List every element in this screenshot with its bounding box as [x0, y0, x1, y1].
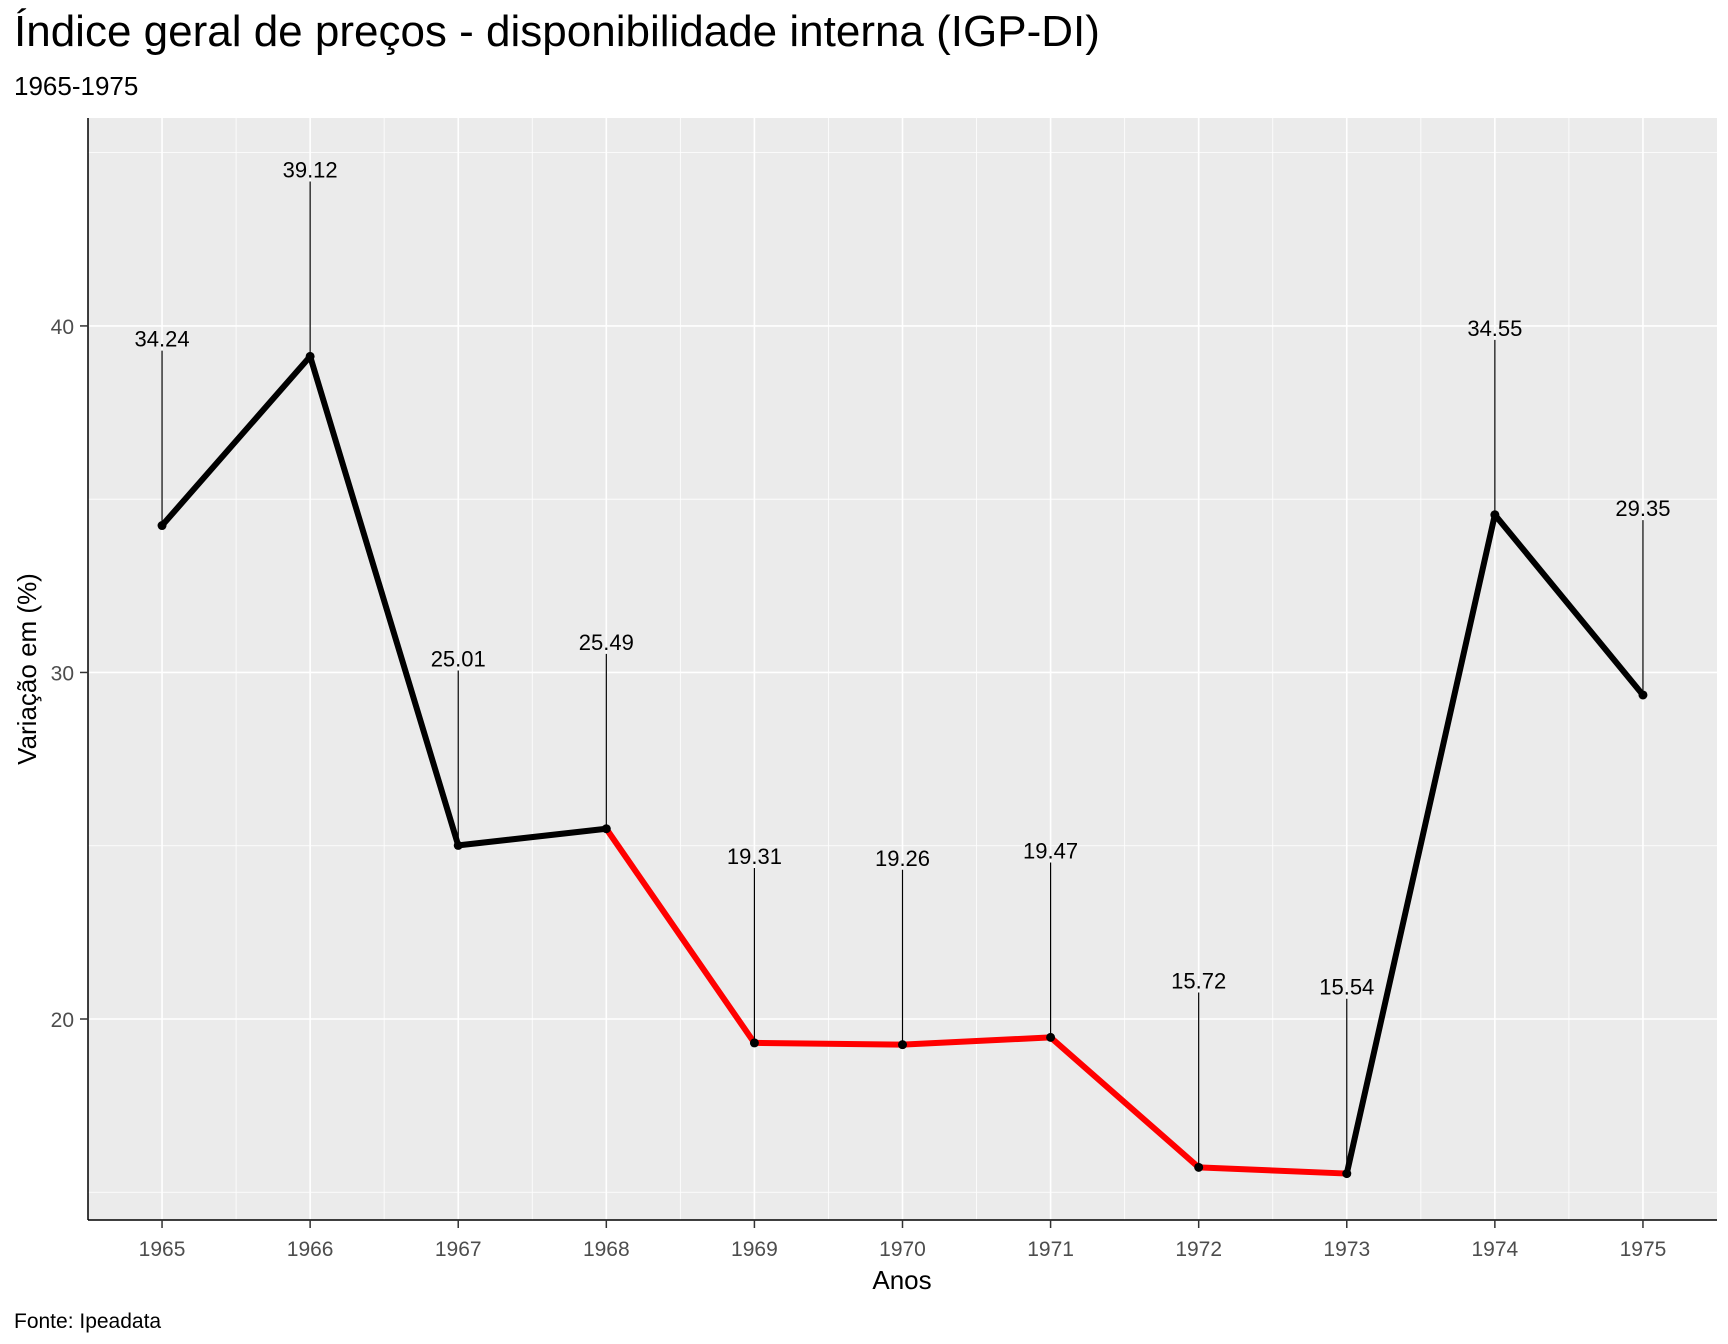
y-tick-label: 20	[51, 1009, 74, 1032]
y-tick-label: 30	[51, 662, 74, 685]
data-label: 39.12	[283, 158, 338, 183]
line-segment	[1343, 511, 1498, 1177]
data-label: 25.01	[431, 647, 486, 672]
data-label: 34.55	[1467, 316, 1522, 341]
x-axis-ticks: 1965 1966 1967 1968 1969 1970 1971 1972 1973 1974…	[139, 1220, 1667, 1261]
data-point	[601, 824, 611, 834]
y-tick-label: 40	[51, 316, 74, 339]
series-line	[159, 353, 1646, 1177]
line-segment	[455, 825, 610, 849]
data-label: 19.47	[1023, 838, 1078, 863]
x-tick-label: 1965	[139, 1238, 186, 1261]
line-segment	[307, 353, 462, 849]
x-tick-label: 1971	[1027, 1238, 1074, 1261]
chart-subtitle: 1965-1975	[14, 71, 139, 101]
x-tick-label: 1973	[1323, 1238, 1370, 1261]
line-segment	[603, 825, 758, 1046]
x-tick-label: 1975	[1620, 1238, 1667, 1261]
line-segment	[899, 1034, 1054, 1048]
x-axis-label: Anos	[872, 1265, 931, 1295]
data-point	[1194, 1162, 1204, 1172]
data-label: 15.72	[1171, 968, 1226, 993]
data-points	[157, 351, 1648, 1179]
x-tick-label: 1974	[1472, 1238, 1519, 1261]
data-label: 34.24	[135, 327, 190, 352]
chart-title: Índice geral de preços - disponibilidade…	[14, 7, 1100, 56]
x-tick-label: 1970	[879, 1238, 926, 1261]
data-label: 29.35	[1615, 496, 1670, 521]
data-label: 15.54	[1319, 975, 1374, 1000]
line-segment	[1047, 1034, 1202, 1171]
line-segment	[159, 353, 314, 529]
x-tick-label: 1967	[435, 1238, 482, 1261]
data-label: 19.31	[727, 844, 782, 869]
data-point	[305, 351, 315, 361]
data-point	[157, 521, 167, 531]
line-segment	[1195, 1164, 1350, 1177]
data-point	[1342, 1169, 1352, 1179]
x-tick-label: 1968	[583, 1238, 630, 1261]
y-axis-ticks: 20 30 40	[51, 316, 88, 1032]
label-stems	[161, 181, 1644, 1174]
x-tick-label: 1966	[287, 1238, 334, 1261]
y-axis-label: Variação em (%)	[12, 573, 42, 765]
data-point	[898, 1040, 907, 1050]
data-label: 25.49	[579, 630, 634, 655]
x-tick-label: 1972	[1175, 1238, 1222, 1261]
data-point	[453, 840, 463, 850]
source-caption: Fonte: Ipeadata	[14, 1310, 162, 1333]
line-segment	[1491, 511, 1646, 698]
data-labels: 34.24 39.12 25.01 25.49 19.31 19.26 19.47 15.72…	[135, 158, 1671, 1000]
data-label: 19.26	[875, 846, 930, 871]
data-point	[1638, 690, 1648, 700]
line-segment	[751, 1039, 906, 1048]
data-point	[749, 1038, 759, 1048]
x-tick-label: 1969	[731, 1238, 778, 1261]
data-point	[1046, 1032, 1056, 1042]
data-point	[1490, 510, 1500, 520]
